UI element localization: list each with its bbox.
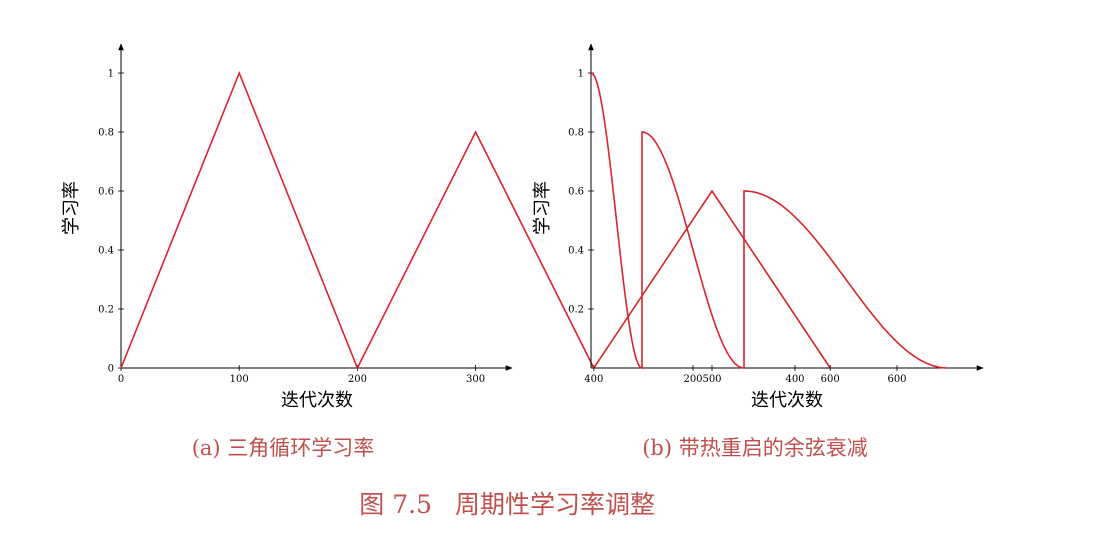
x-axis-label-a: 迭代次数 [281,390,353,411]
y-tick-label: 0.2 [568,305,584,316]
x-tick-label: 100 [230,374,249,385]
chart-panel-b: 200 400 600 0.2 0.4 0.6 0.8 1 迭代次数 学习率 (b) 带热重启… [532,43,984,460]
y-tick-label: 0 [108,364,114,375]
x-tick-label: 600 [821,374,840,385]
subcaption-b: (b) 带热重启的余弦衰减 [642,436,868,460]
y-tick-label: 0.2 [98,305,114,316]
x-tick-label: 300 [466,374,485,385]
chart-panel-a: 0 100 200 300 400 500 600 0 0.2 0.4 0.6 0.8 1 迭代次数 学… [61,43,840,460]
subcaption-a: (a) 三角循环学习率 [192,436,375,460]
y-tick-label: 1 [578,69,584,80]
x-tick-label: 200 [348,374,367,385]
y-axis-label-a: 学习率 [61,181,82,235]
series-line-b [590,72,949,369]
y-tick-label: 0.4 [98,246,114,257]
x-tick-label: 0 [118,374,124,385]
x-tick-label: 400 [785,374,804,385]
figure-caption: 图 7.5 周期性学习率调整 [359,490,655,519]
y-tick-label: 0.4 [568,246,584,257]
x-tick-label: 500 [702,374,721,385]
figure-caption-number: 图 7.5 [359,490,432,519]
x-tick-label: 400 [584,374,603,385]
x-axis-label-b: 迭代次数 [751,390,823,411]
y-axis-label-b: 学习率 [532,181,553,235]
figure-caption-text: 周期性学习率调整 [455,490,655,519]
y-tick-label: 0.8 [98,128,114,139]
x-tick-label: 600 [887,374,906,385]
y-tick-label: 0.8 [568,128,584,139]
y-tick-label: 1 [108,69,114,80]
x-tick-label: 200 [683,374,702,385]
y-tick-label: 0.6 [98,187,114,198]
y-tick-label: 0.6 [568,187,584,198]
series-line-a [120,70,831,370]
